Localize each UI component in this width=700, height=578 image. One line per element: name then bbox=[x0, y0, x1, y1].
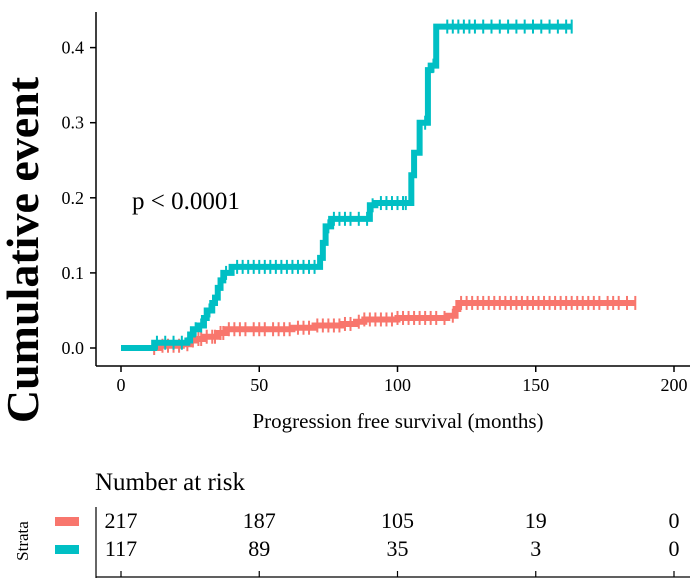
x-tick-label: 100 bbox=[384, 375, 411, 395]
risk-count: 117 bbox=[105, 536, 137, 561]
risk-table-layer: 217 187 105 19 0 117 89 35 3 0 bbox=[55, 508, 680, 577]
y-tick-label: 0.0 bbox=[62, 338, 85, 358]
risk-count: 187 bbox=[243, 508, 276, 533]
x-ticks: 0 50 100 150 200 bbox=[117, 366, 688, 395]
strata-color-key bbox=[55, 545, 79, 554]
series-layer bbox=[121, 19, 637, 355]
risk-count: 0 bbox=[669, 536, 680, 561]
risk-count: 35 bbox=[387, 536, 409, 561]
y-axis-title: Cumulative event bbox=[0, 76, 48, 423]
risk-count: 19 bbox=[525, 508, 547, 533]
risk-count: 89 bbox=[248, 536, 270, 561]
x-tick-label: 150 bbox=[522, 375, 549, 395]
x-tick-label: 50 bbox=[250, 375, 268, 395]
x-axis-title: Progression free survival (months) bbox=[252, 409, 543, 433]
risk-count: 3 bbox=[530, 536, 541, 561]
y-tick-label: 0.4 bbox=[62, 38, 85, 58]
x-tick-label: 0 bbox=[117, 375, 126, 395]
p-value-annotation: p < 0.0001 bbox=[132, 188, 240, 215]
risk-count: 0 bbox=[669, 508, 680, 533]
y-tick-label: 0.3 bbox=[62, 113, 85, 133]
y-tick-label: 0.1 bbox=[62, 263, 85, 283]
risk-count: 217 bbox=[105, 508, 138, 533]
strata-label: Strata bbox=[13, 521, 32, 561]
risk-table-title: Number at risk bbox=[95, 469, 245, 496]
x-tick-label: 200 bbox=[661, 375, 688, 395]
y-tick-label: 0.2 bbox=[62, 188, 85, 208]
risk-count: 105 bbox=[381, 508, 414, 533]
y-ticks: 0.0 0.1 0.2 0.3 0.4 bbox=[62, 38, 96, 358]
series-line-2 bbox=[121, 23, 572, 351]
strata-color-key bbox=[55, 517, 79, 526]
